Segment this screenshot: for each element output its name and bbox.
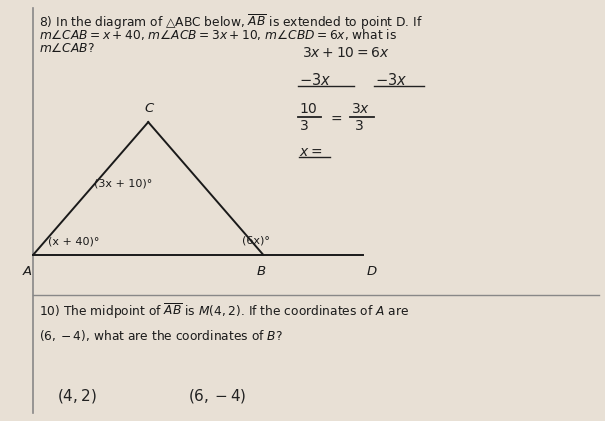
- Text: (x + 40)°: (x + 40)°: [48, 236, 100, 246]
- Text: D: D: [367, 265, 377, 278]
- Text: $3$: $3$: [299, 119, 309, 133]
- Text: C: C: [144, 102, 154, 115]
- Text: B: B: [257, 265, 266, 278]
- Text: $-3x$: $-3x$: [375, 72, 407, 88]
- Text: 8) In the diagram of △ABC below, $\overline{AB}$ is extended to point D. If: 8) In the diagram of △ABC below, $\overl…: [39, 13, 424, 32]
- Text: $10$: $10$: [299, 102, 318, 117]
- Text: 10) The midpoint of $\overline{AB}$ is $M(4, 2)$. If the coordinates of $A$ are: 10) The midpoint of $\overline{AB}$ is $…: [39, 302, 410, 321]
- Text: (3x + 10)°: (3x + 10)°: [94, 178, 152, 188]
- Text: $(6, -4)$: $(6, -4)$: [188, 387, 246, 405]
- Text: $-3x$: $-3x$: [299, 72, 332, 88]
- Text: $(4, 2)$: $(4, 2)$: [57, 387, 97, 405]
- Text: $3x+10 = 6x$: $3x+10 = 6x$: [302, 45, 390, 60]
- Text: (6x)°: (6x)°: [242, 235, 270, 245]
- Text: $=$: $=$: [328, 111, 343, 125]
- Text: $3$: $3$: [354, 119, 364, 133]
- Text: $m\angle CAB$?: $m\angle CAB$?: [39, 42, 95, 55]
- Text: $(6, -4)$, what are the coordinates of $B$?: $(6, -4)$, what are the coordinates of $…: [39, 328, 283, 343]
- Text: A: A: [22, 265, 32, 278]
- Text: $3x$: $3x$: [351, 102, 370, 117]
- Text: $x=$: $x=$: [299, 144, 323, 159]
- Text: $m\angle CAB = x + 40$, $m\angle ACB = 3x+10$, $m\angle CBD = 6x$, what is: $m\angle CAB = x + 40$, $m\angle ACB = 3…: [39, 27, 397, 43]
